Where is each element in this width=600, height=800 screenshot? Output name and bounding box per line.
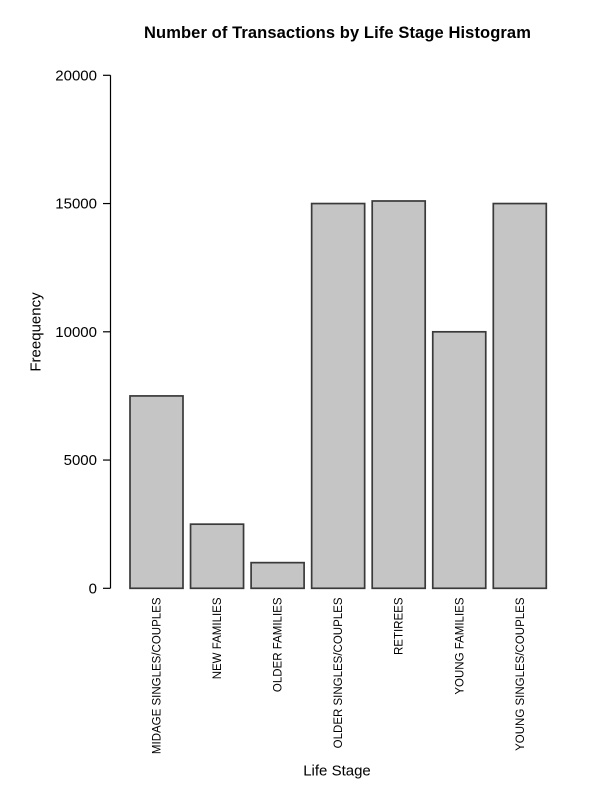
bar-older-singles-couples	[310, 202, 366, 590]
bar-retirees	[371, 200, 427, 590]
y-tick-label-0: 0	[89, 580, 97, 597]
bar-young-families	[431, 330, 487, 590]
x-category-label-retirees: RETIREES	[394, 597, 406, 655]
y-tick-label-15000: 15000	[55, 196, 97, 213]
x-category-label-midage-singles-couples: MIDAGE SINGLES/COUPLES	[152, 597, 164, 754]
y-tick-label-5000: 5000	[64, 452, 97, 469]
y-tick-label-10000: 10000	[55, 324, 97, 341]
y-tick-label-20000: 20000	[55, 67, 97, 84]
x-category-label-young-singles-couples: YOUNG SINGLES/COUPLES	[515, 597, 527, 751]
x-category-label-older-families: OLDER FAMILIES	[273, 597, 285, 692]
x-category-label-older-singles-couples: OLDER SINGLES/COUPLES	[333, 597, 345, 748]
chart-title: Number of Transactions by Life Stage His…	[144, 24, 531, 42]
x-category-label-new-families: NEW FAMILIES	[212, 597, 224, 679]
bar-older-families	[250, 561, 305, 590]
x-category-label-young-families: YOUNG FAMILIES	[454, 597, 466, 694]
bar-new-families	[189, 523, 245, 590]
bar-young-singles-couples	[492, 202, 548, 590]
bar-midage-singles-couples	[129, 395, 184, 590]
x-axis-label: Life Stage	[303, 762, 371, 780]
